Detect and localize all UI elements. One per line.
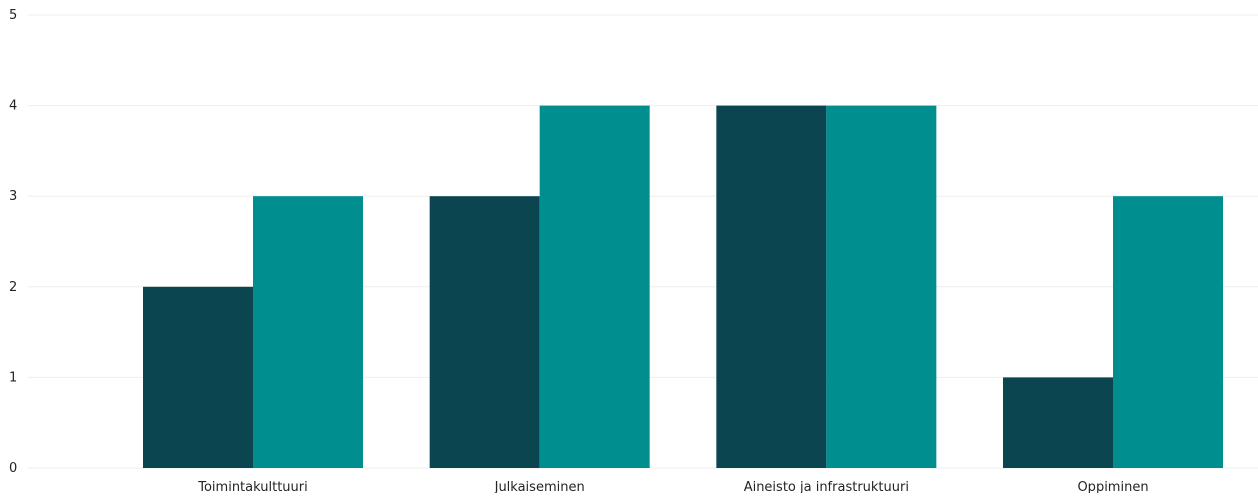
bar-2-4[interactable] — [1113, 196, 1224, 468]
y-tick-label: 0 — [9, 461, 17, 476]
y-tick-label: 4 — [9, 99, 17, 114]
x-tick-label: Oppiminen — [1077, 480, 1148, 493]
bar-1-4[interactable] — [1003, 377, 1114, 468]
y-tick-label: 3 — [9, 189, 17, 204]
bars — [143, 105, 1224, 468]
x-tick-label: Julkaiseminen — [494, 480, 585, 493]
x-tick-label: Toimintakulttuuri — [197, 480, 307, 493]
bar-1-3[interactable] — [716, 105, 827, 468]
bar-1-1[interactable] — [143, 286, 253, 468]
y-tick-label: 5 — [9, 8, 17, 23]
bar-2-2[interactable] — [539, 105, 650, 468]
x-tick-label: Aineisto ja infrastruktuuri — [744, 480, 909, 493]
y-axis-ticks: 0 1 2 3 4 5 — [9, 8, 17, 476]
y-tick-label: 1 — [9, 370, 17, 385]
bar-2-3[interactable] — [826, 105, 937, 468]
bar-2-1[interactable] — [253, 196, 363, 468]
x-axis-ticks: Toimintakulttuuri Julkaiseminen Aineisto j… — [197, 480, 1148, 495]
bar-1-2[interactable] — [429, 196, 540, 468]
y-tick-label: 2 — [9, 280, 17, 295]
